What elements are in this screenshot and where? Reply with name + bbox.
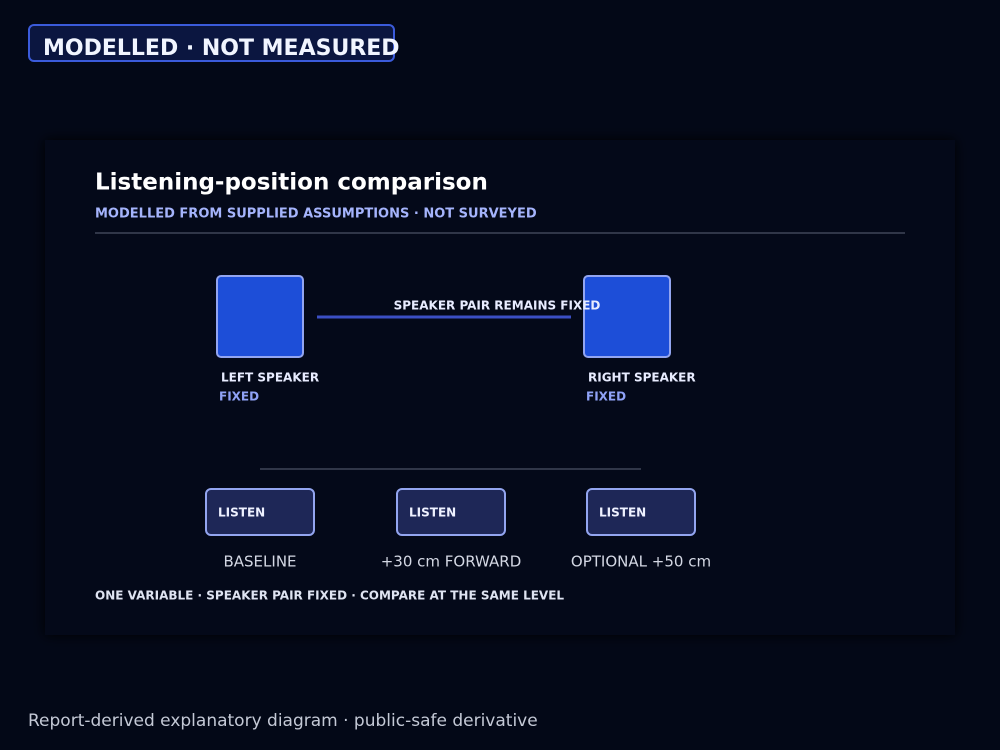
speaker-label: LEFT SPEAKER	[221, 371, 319, 385]
badge-text: MODELLED · NOT MEASURED	[43, 36, 400, 61]
position-caption: +30 cm FORWARD	[381, 553, 522, 571]
listen-box	[586, 488, 696, 536]
footer: Report-derived explanatory diagram · pub…	[28, 711, 538, 731]
speaker-box	[216, 275, 304, 358]
listen-label: LISTEN	[599, 506, 646, 520]
speaker-status: FIXED	[586, 390, 626, 404]
badge-box	[28, 24, 395, 62]
speaker-label: RIGHT SPEAKER	[588, 371, 696, 385]
panel	[45, 140, 955, 635]
listen-label: LISTEN	[409, 506, 456, 520]
position-caption: OPTIONAL +50 cm	[571, 553, 711, 571]
positions: LISTEN BASELINE LISTEN +30 cm FORWARD LISTEN…	[205, 488, 711, 571]
listen-label: LISTEN	[218, 506, 265, 520]
connector-label: SPEAKER PAIR REMAINS FIXED	[394, 299, 601, 313]
listen-box	[205, 488, 315, 536]
panel-subtitle: MODELLED FROM SUPPLIED ASSUMPTIONS · NOT…	[95, 207, 537, 222]
position-caption: BASELINE	[223, 553, 296, 571]
speaker-status: FIXED	[219, 390, 259, 404]
panel-title: Listening-position comparison	[95, 170, 488, 196]
speaker-box	[583, 275, 671, 358]
note: ONE VARIABLE · SPEAKER PAIR FIXED · COMP…	[95, 589, 564, 603]
listen-box	[396, 488, 506, 536]
